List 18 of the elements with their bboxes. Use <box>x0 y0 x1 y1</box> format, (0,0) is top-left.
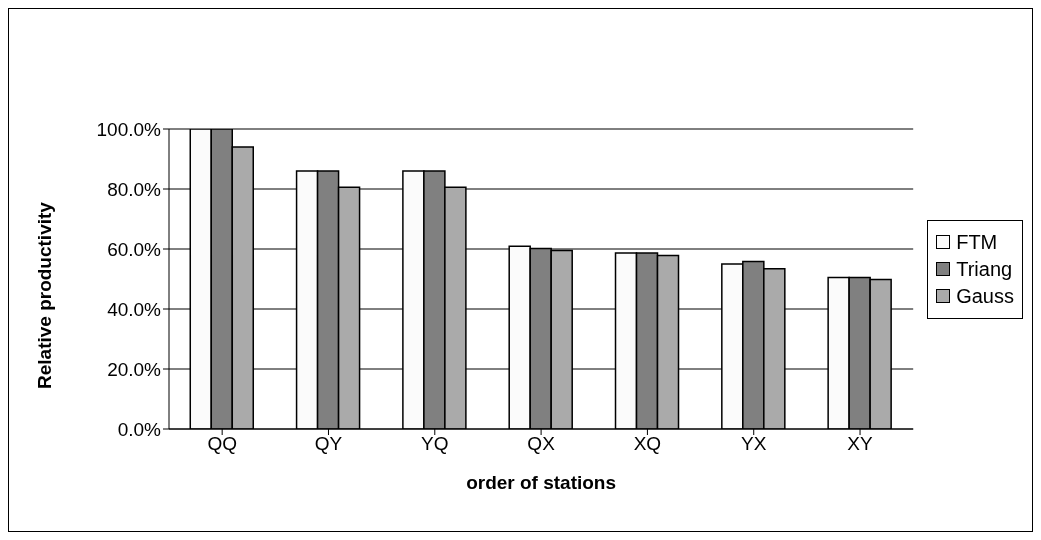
x-axis-title: order of stations <box>466 472 617 493</box>
x-tick-label: QQ <box>207 433 237 455</box>
x-tick-label: YQ <box>421 433 449 455</box>
x-tick-label: XQ <box>633 433 662 455</box>
y-tick-label: 20.0% <box>107 358 162 380</box>
x-tick-label: QY <box>314 433 343 455</box>
y-tick-label: 40.0% <box>107 298 162 320</box>
y-tick-label: 100.0% <box>96 118 162 140</box>
y-tick-label: 60.0% <box>107 238 162 260</box>
x-tick-label: YX <box>741 433 767 455</box>
legend-label: FTM <box>956 230 998 254</box>
x-tick-label: XY <box>847 433 874 455</box>
y-tick-label: 0.0% <box>117 418 162 440</box>
y-axis-title: Relative productivity <box>33 201 55 389</box>
legend-label: Gauss <box>956 284 1014 308</box>
x-tick-label: QX <box>527 433 556 455</box>
legend-label: Triang <box>956 257 1013 281</box>
y-tick-label: 80.0% <box>107 178 162 200</box>
